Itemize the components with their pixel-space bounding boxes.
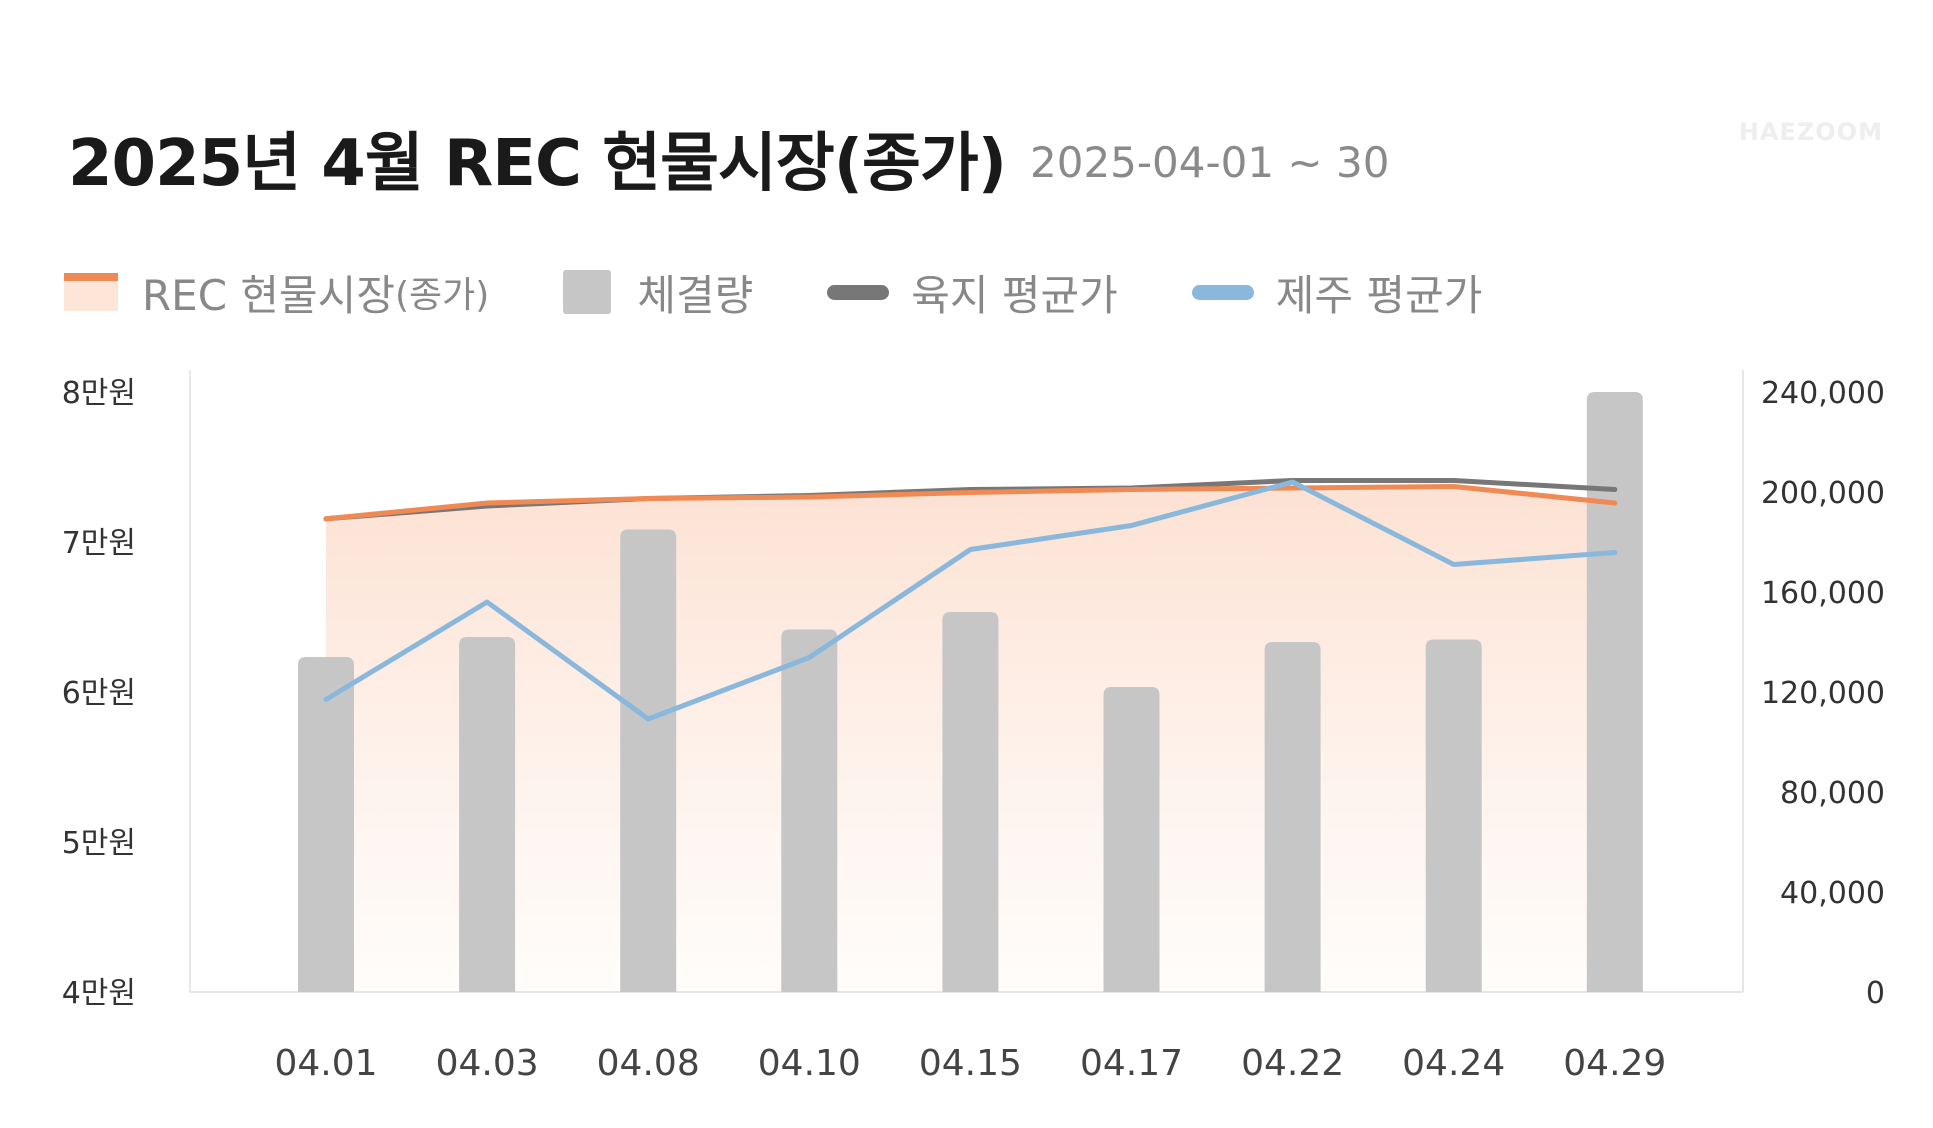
x-tick-label: 04.15 xyxy=(919,1043,1022,1084)
right-tick-label: 160,000 xyxy=(1761,576,1885,611)
legend-item-jeju: 제주 평균가 xyxy=(1191,262,1483,323)
left-tick-label: 6만원 xyxy=(62,676,136,711)
x-tick-label: 04.22 xyxy=(1241,1043,1344,1084)
legend-label-volume: 체결량 xyxy=(637,270,754,320)
volume-bar xyxy=(781,629,838,992)
left-tick-label: 4만원 xyxy=(62,976,136,1011)
brand-watermark: HAEZOOM xyxy=(1738,118,1883,146)
right-tick-label: 80,000 xyxy=(1780,776,1885,811)
x-tick-label: 04.10 xyxy=(758,1043,861,1084)
volume-bar xyxy=(1425,639,1482,992)
volume-bar xyxy=(1586,392,1643,992)
date-range: 2025-04-01 ~ 30 xyxy=(1030,138,1390,187)
legend-label-jeju: 제주 평균가 xyxy=(1275,270,1483,320)
right-tick-label: 0 xyxy=(1866,976,1885,1011)
legend-label-rec: REC 현물시장 xyxy=(142,270,395,320)
x-tick-label: 04.29 xyxy=(1563,1043,1666,1084)
x-tick-label: 04.03 xyxy=(436,1043,539,1084)
x-tick-label: 04.17 xyxy=(1080,1043,1183,1084)
rec-line xyxy=(323,484,1618,522)
legend-item-volume: 체결량 xyxy=(563,262,753,323)
right-tick-label: 200,000 xyxy=(1761,476,1885,511)
volume-bars xyxy=(298,392,1643,992)
volume-bar xyxy=(620,529,677,992)
x-tick-label: 04.24 xyxy=(1402,1043,1505,1084)
tick-labels: 8만원 7만원 6만원 5만원 4만원 240,000 200,000 160,000 120,… xyxy=(62,376,1885,1084)
legend: REC 현물시장 (종가) 체결량 육지 평균가 제주 평균가 xyxy=(64,262,1556,322)
volume-bar xyxy=(1103,687,1160,992)
right-tick-label: 40,000 xyxy=(1780,876,1885,911)
volume-bar xyxy=(298,657,354,992)
legend-item-rec: REC 현물시장 (종가) xyxy=(64,262,489,323)
volume-swatch-icon xyxy=(563,270,612,314)
legend-label-rec-suffix: (종가) xyxy=(394,275,490,316)
price-lines xyxy=(323,478,1618,722)
chart-title: 2025년 4월 REC 현물시장(종가) xyxy=(68,127,1007,201)
left-tick-label: 8만원 xyxy=(62,376,136,411)
legend-item-land: 육지 평균가 xyxy=(827,262,1118,323)
legend-label-land: 육지 평균가 xyxy=(911,270,1118,320)
volume-bar xyxy=(942,612,999,992)
rec-swatch-icon xyxy=(64,273,118,311)
right-tick-label: 120,000 xyxy=(1761,676,1885,711)
left-tick-label: 7만원 xyxy=(62,526,136,561)
land-swatch-icon xyxy=(827,284,890,300)
left-tick-label: 5만원 xyxy=(62,826,136,861)
x-tick-label: 04.01 xyxy=(274,1043,377,1084)
volume-bar xyxy=(459,637,516,992)
right-tick-label: 240,000 xyxy=(1761,376,1885,411)
x-tick-label: 04.08 xyxy=(597,1043,700,1084)
volume-bar xyxy=(1264,642,1321,992)
jeju-swatch-icon xyxy=(1191,284,1254,300)
jeju-line xyxy=(323,479,1618,722)
